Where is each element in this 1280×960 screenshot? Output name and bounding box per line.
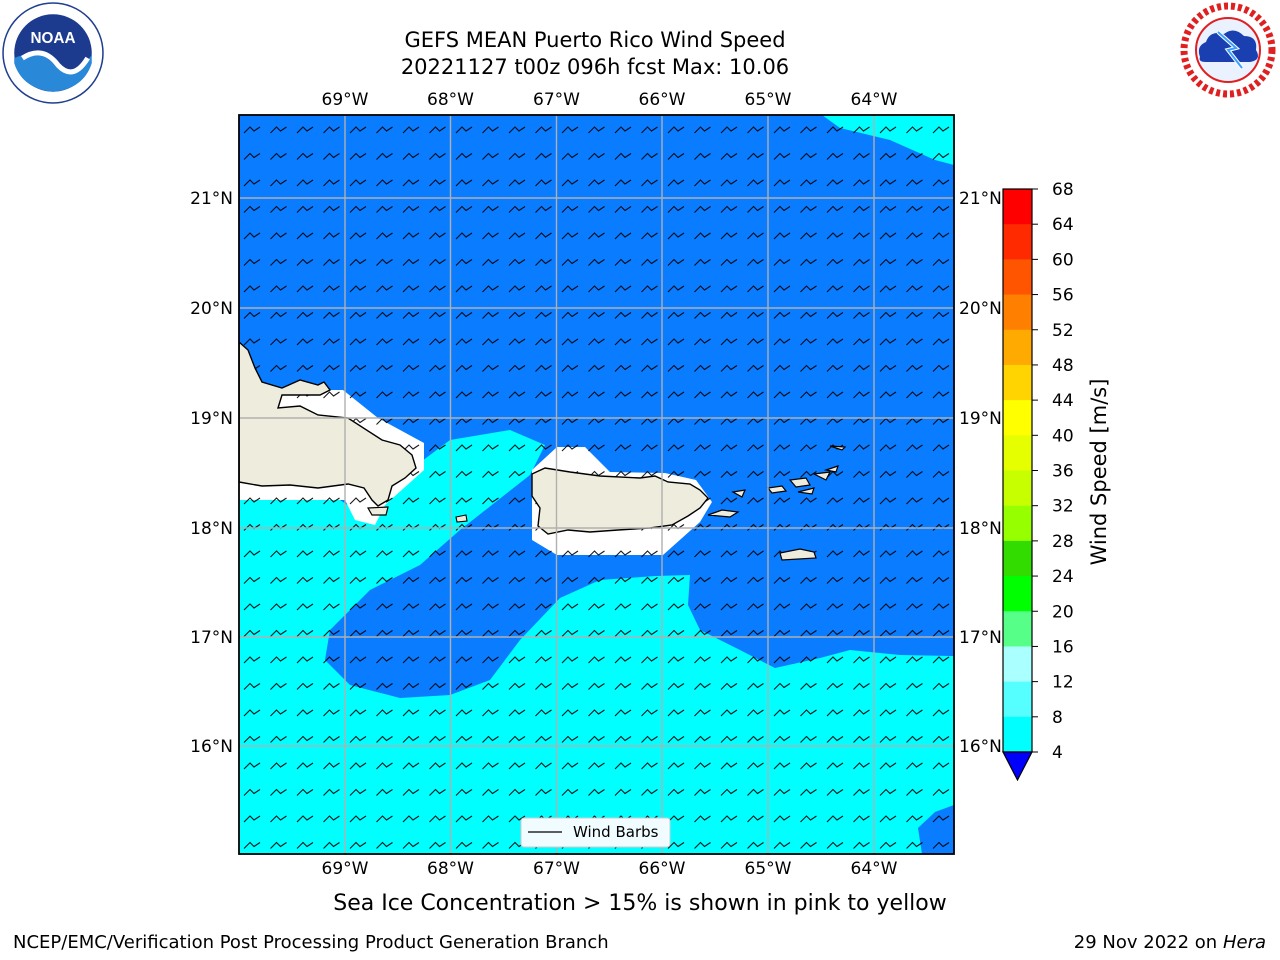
lat-label: 18°N	[959, 519, 1002, 539]
lat-label: 21°N	[959, 189, 1002, 209]
map-subtitle: 20221127 t00z 096h fcst Max: 10.06	[400, 55, 790, 79]
lat-labels-left: 21°N 20°N 19°N 18°N 17°N 16°N	[190, 189, 233, 757]
nws-logo-icon	[1180, 2, 1276, 98]
lon-label: 66°W	[639, 90, 686, 110]
colorbar-segment	[1003, 716, 1032, 753]
colorbar-extend	[1002, 751, 1033, 782]
lon-label: 65°W	[745, 859, 792, 879]
map-title: GEFS MEAN Puerto Rico Wind Speed	[404, 28, 786, 52]
colorbar: 68 64 60 56 52 48 44 40 36 32 28 24 20 16 12 8 4	[1002, 180, 1074, 782]
colorbar-segment	[1003, 611, 1032, 647]
map-area	[239, 115, 954, 854]
lon-label: 67°W	[533, 90, 580, 110]
lon-label: 66°W	[639, 859, 686, 879]
svg-text:NOAA: NOAA	[31, 30, 76, 47]
colorbar-segment	[1003, 259, 1032, 296]
ice-note: Sea Ice Concentration > 15% is shown in …	[333, 891, 947, 916]
lon-label: 65°W	[745, 90, 792, 110]
lat-labels-right: 21°N 20°N 19°N 18°N 17°N 16°N	[959, 189, 1002, 757]
colorbar-tick-label: 60	[1052, 250, 1074, 270]
lat-label: 20°N	[959, 299, 1002, 319]
noaa-logo-icon: NOAA	[2, 2, 104, 104]
colorbar-segment	[1003, 505, 1032, 542]
footer-machine: Hera	[1222, 932, 1266, 953]
colorbar-segment	[1003, 189, 1032, 225]
colorbar-segment	[1003, 224, 1032, 260]
colorbar-tick-label: 20	[1052, 602, 1074, 622]
colorbar-tick-label: 16	[1052, 637, 1074, 657]
colorbar-tick-label: 4	[1052, 743, 1063, 763]
map-frame	[238, 114, 955, 855]
gridlines	[239, 115, 954, 854]
colorbar-tick-label: 48	[1052, 356, 1074, 376]
lat-label: 16°N	[190, 737, 233, 757]
lat-label: 19°N	[190, 409, 233, 429]
colorbar-tick-label: 56	[1052, 286, 1074, 306]
wind-barbs-legend: Wind Barbs	[520, 817, 671, 848]
lon-label: 68°W	[427, 859, 474, 879]
lon-label: 64°W	[851, 90, 898, 110]
land-virgin-islands	[707, 445, 847, 518]
colorbar-segment	[1003, 681, 1032, 718]
colorbar-segment	[1003, 470, 1032, 507]
lon-label: 64°W	[851, 859, 898, 879]
lon-label: 67°W	[533, 859, 580, 879]
colorbar-tick-label: 32	[1052, 497, 1074, 517]
colorbar-label: Wind Speed [m/s]	[1087, 379, 1111, 566]
colorbar-segment	[1003, 294, 1032, 331]
legend-label: Wind Barbs	[573, 823, 659, 841]
land-hispaniola	[239, 341, 417, 507]
footer-credit: NCEP/EMC/Verification Post Processing Pr…	[13, 932, 609, 953]
lat-label: 21°N	[190, 189, 233, 209]
lat-label: 20°N	[190, 299, 233, 319]
colorbar-segment	[1003, 576, 1032, 612]
lat-label: 17°N	[959, 628, 1002, 648]
lat-label: 18°N	[190, 519, 233, 539]
colorbar-segment	[1003, 646, 1032, 683]
lat-label: 16°N	[959, 737, 1002, 757]
lon-label: 69°W	[322, 859, 369, 879]
colorbar-segment	[1003, 329, 1032, 366]
colorbar-tick-label: 36	[1052, 462, 1074, 482]
lon-label: 68°W	[427, 90, 474, 110]
lon-labels-top: 69°W 68°W 67°W 66°W 65°W 64°W	[322, 90, 898, 110]
colorbar-tick-label: 24	[1052, 567, 1074, 587]
lon-labels-bottom: 69°W 68°W 67°W 66°W 65°W 64°W	[322, 859, 898, 879]
footer-date-text: 29 Nov 2022 on	[1073, 932, 1218, 953]
colorbar-segment	[1003, 400, 1032, 436]
colorbar-segment	[1003, 364, 1032, 401]
footer-date: 29 Nov 2022 on Hera	[1074, 932, 1266, 953]
colorbar-tick-label: 44	[1052, 391, 1074, 411]
colorbar-tick-label: 40	[1052, 426, 1074, 446]
lat-label: 17°N	[190, 628, 233, 648]
colorbar-tick-label: 12	[1052, 673, 1074, 693]
lat-label: 19°N	[959, 409, 1002, 429]
land-saona	[455, 514, 468, 523]
colorbar-tick-label: 64	[1052, 215, 1074, 235]
colorbar-tick-label: 8	[1052, 708, 1063, 728]
land-st-croix	[779, 548, 817, 561]
land-hispaniola-tip	[366, 506, 389, 516]
land-puerto-rico	[531, 467, 709, 535]
colorbar-segment	[1003, 540, 1032, 577]
colorbar-segment	[1003, 435, 1032, 471]
lon-label: 69°W	[322, 90, 369, 110]
colorbar-tick-label: 28	[1052, 532, 1074, 552]
colorbar-tick-label: 52	[1052, 321, 1074, 341]
colorbar-tick-label: 68	[1052, 180, 1074, 200]
